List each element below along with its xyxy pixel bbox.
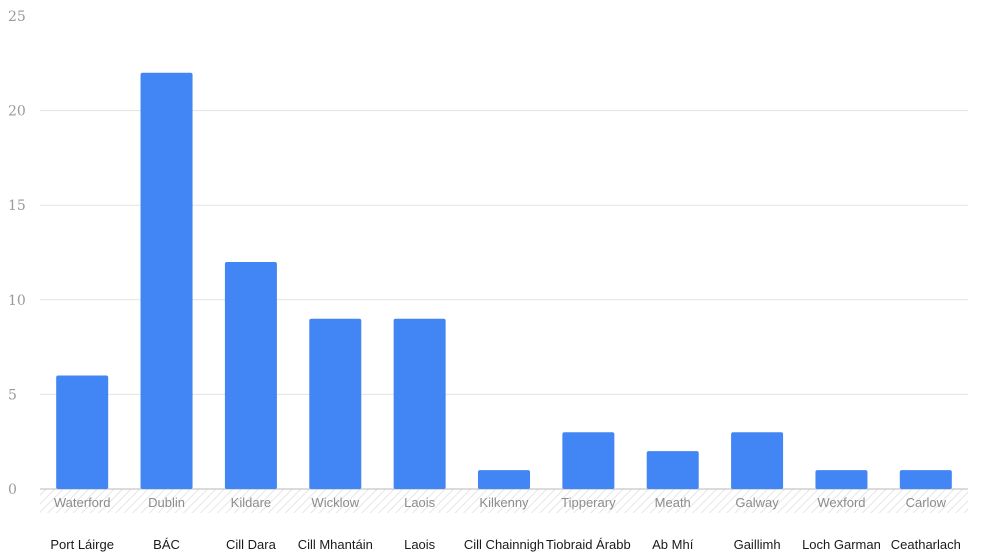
- y-tick-label: 5: [8, 387, 17, 403]
- irish-label: Gaillimh: [734, 537, 781, 552]
- x-tick-label: Laois: [404, 495, 436, 510]
- bar-wicklow: [309, 318, 362, 489]
- bar-dublin: [140, 72, 193, 489]
- bar-carlow: [899, 470, 952, 489]
- irish-label: Laois: [404, 537, 436, 552]
- bar-tipperary: [562, 432, 615, 489]
- bar-waterford: [56, 375, 109, 489]
- x-tick-label: Wicklow: [311, 495, 359, 510]
- irish-label: BÁC: [153, 537, 180, 552]
- x-axis-band: [40, 489, 968, 513]
- irish-label: Port Láirge: [50, 537, 114, 552]
- x-tick-label: Carlow: [906, 495, 947, 510]
- irish-label: Cill Mhantáin: [298, 537, 373, 552]
- irish-label: Tiobraid Árabb: [546, 537, 631, 552]
- x-tick-label: Tipperary: [561, 495, 616, 510]
- x-axis-labels: Waterford Dublin Kildare Wicklow Laois Kilken…: [54, 495, 947, 510]
- irish-label: Cill Dara: [226, 537, 277, 552]
- irish-category-labels: Port Láirge BÁC Cill Dara Cill Mhantáin Laoi…: [50, 537, 960, 552]
- bar-wexford: [815, 470, 868, 489]
- y-axis-labels: 0 5 10 15 20 25: [8, 9, 26, 498]
- x-tick-label: Kildare: [231, 495, 271, 510]
- bar-laois: [393, 318, 446, 489]
- irish-label: Loch Garman: [802, 537, 881, 552]
- bars: [56, 72, 952, 489]
- x-tick-label: Kilkenny: [479, 495, 529, 510]
- y-tick-label: 25: [8, 9, 26, 25]
- irish-label: Ab Mhí: [652, 537, 694, 552]
- x-tick-label: Galway: [735, 495, 779, 510]
- bar-kilkenny: [478, 470, 530, 489]
- irish-label: Ceatharlach: [891, 537, 961, 552]
- x-tick-label: Wexford: [817, 495, 865, 510]
- y-tick-label: 15: [8, 198, 26, 214]
- bar-kildare: [224, 261, 277, 489]
- bar-meath: [646, 451, 699, 489]
- y-tick-label: 10: [8, 293, 26, 309]
- x-tick-label: Dublin: [148, 495, 185, 510]
- y-tick-label: 0: [8, 482, 17, 498]
- bar-galway: [731, 432, 784, 489]
- irish-label: Cill Chainnigh: [464, 537, 544, 552]
- grid-lines: [40, 110, 968, 490]
- x-tick-label: Meath: [655, 495, 691, 510]
- y-tick-label: 20: [8, 104, 26, 120]
- x-tick-label: Waterford: [54, 495, 111, 510]
